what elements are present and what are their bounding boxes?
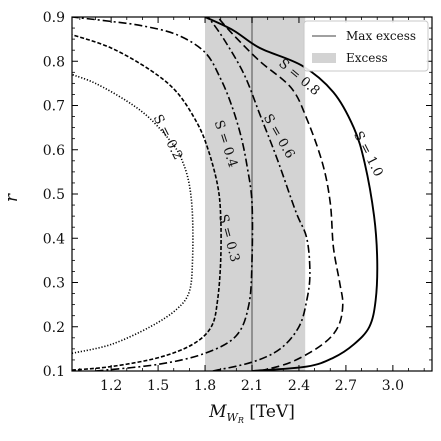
excess-band-layer bbox=[205, 17, 306, 371]
y-tick-label: 0.6 bbox=[43, 143, 65, 159]
contour-label-5: S = 1.0 bbox=[350, 129, 385, 179]
y-tick-label: 0.4 bbox=[43, 231, 65, 247]
x-tick-label: 1.5 bbox=[147, 378, 169, 394]
contour-layer bbox=[72, 17, 379, 371]
excess-band bbox=[205, 17, 306, 371]
y-tick-label: 0.7 bbox=[43, 99, 65, 115]
legend-label: Excess bbox=[346, 51, 388, 65]
contour-label-0: S = 0.2 bbox=[150, 112, 185, 162]
x-tick-label: 1.2 bbox=[100, 378, 122, 394]
x-axis-label-subscript: W bbox=[227, 411, 240, 424]
x-axis-label-unit: [TeV] bbox=[244, 402, 295, 422]
y-tick-label: 0.1 bbox=[43, 364, 65, 380]
y-tick-label: 0.3 bbox=[43, 276, 65, 292]
x-tick-label: 3.0 bbox=[382, 378, 404, 394]
x-tick-label: 2.1 bbox=[241, 378, 263, 394]
contour-line-0 bbox=[72, 73, 194, 355]
contour-line-1 bbox=[72, 33, 222, 371]
x-axis-label: MWR [TeV] bbox=[208, 402, 295, 425]
contour-line-3 bbox=[207, 17, 311, 371]
y-tick-label: 0.8 bbox=[43, 54, 65, 70]
x-axis-label-symbol: M bbox=[208, 402, 227, 422]
contour-line-5 bbox=[204, 17, 379, 371]
y-tick-label: 0.9 bbox=[43, 10, 65, 26]
x-tick-label: 1.8 bbox=[194, 378, 216, 394]
legend-label: Max excess bbox=[346, 29, 416, 43]
y-tick-label: 0.2 bbox=[43, 320, 65, 336]
legend-swatch-excess bbox=[312, 53, 336, 63]
contour-line-2 bbox=[72, 17, 254, 371]
legend: Max excess Excess bbox=[303, 20, 429, 72]
contour-line-4 bbox=[216, 17, 344, 371]
x-tick-label: 2.4 bbox=[288, 378, 310, 394]
x-tick-label: 2.7 bbox=[335, 378, 357, 394]
y-axis-label: r bbox=[2, 193, 22, 202]
axes: 1.2 1.5 1.8 2.1 2.4 2.7 3.0 0.1 0.2 0.3 0.4 0.5 0.6 0… bbox=[43, 10, 433, 394]
x-axis-label-subsubscript: R bbox=[237, 416, 244, 425]
y-tick-label: 0.5 bbox=[43, 187, 65, 203]
